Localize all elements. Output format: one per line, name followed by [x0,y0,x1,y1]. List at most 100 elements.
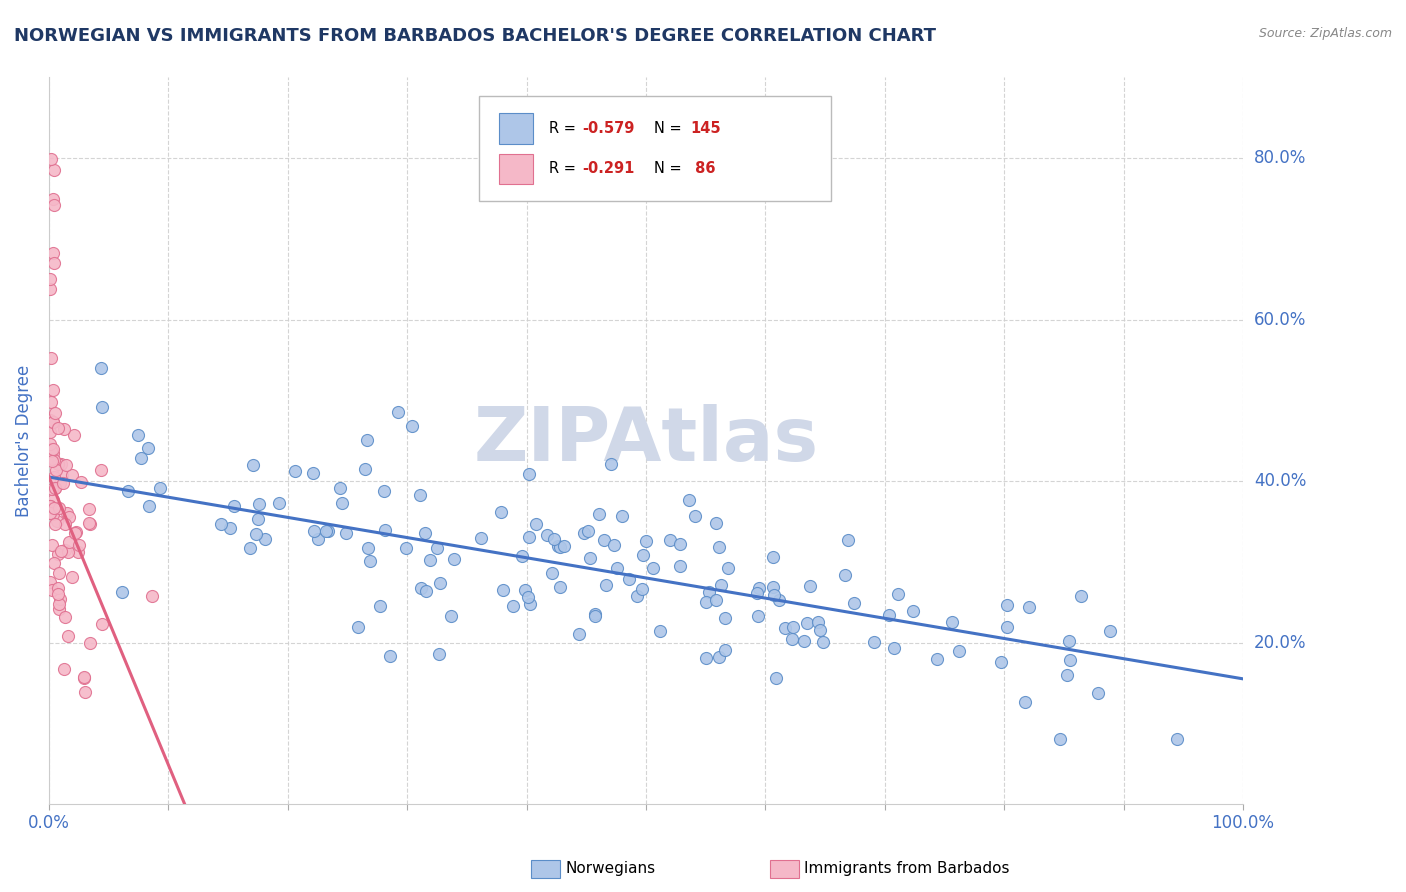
Text: Immigrants from Barbados: Immigrants from Barbados [804,862,1010,876]
Point [619,572,641,586]
Point [51,468,73,483]
Point [39,444,62,458]
Point [704,593,727,607]
Point [329,482,352,496]
Point [56,545,79,559]
Point [267,496,290,510]
Point [773,621,796,635]
Point [39,413,62,427]
Point [762,549,785,564]
Point [44,500,66,515]
Point [513,582,536,597]
Point [796,616,818,631]
Point [610,509,633,524]
Point [380,649,402,664]
Point [440,609,463,624]
Point [129,450,152,465]
Point [747,608,769,623]
Point [697,585,720,599]
Point [42,192,65,206]
Point [408,488,430,502]
Point [332,496,354,510]
Point [415,583,437,598]
Point [370,599,392,613]
Point [44,481,66,495]
Text: -0.579: -0.579 [582,120,636,136]
Point [62,428,84,442]
Point [58,509,80,524]
Point [374,523,396,537]
Point [359,554,381,568]
Point [149,481,172,495]
Point [1087,686,1109,700]
Point [44,163,66,178]
Point [643,561,665,575]
Point [39,506,62,520]
Point [249,498,271,512]
Point [49,476,72,491]
Point [46,514,69,528]
Point [807,615,830,630]
Point [45,463,67,477]
FancyBboxPatch shape [499,153,533,185]
Point [599,457,621,471]
Point [1166,732,1188,747]
Point [39,272,62,286]
Point [765,672,787,686]
Point [941,615,963,630]
Point [127,428,149,442]
Point [626,589,648,603]
Point [707,540,730,554]
Point [631,582,654,596]
Point [634,534,657,549]
Point [53,609,76,624]
Point [588,507,610,521]
Point [67,537,90,551]
Point [49,544,72,558]
Point [48,597,70,611]
Point [73,671,96,685]
Point [547,539,569,553]
Point [578,550,600,565]
Text: 60.0%: 60.0% [1254,310,1306,328]
Point [222,499,245,513]
Point [44,256,66,270]
Point [91,616,114,631]
Point [1098,624,1121,639]
Point [52,662,75,676]
Text: N =: N = [654,120,686,136]
Point [808,623,831,637]
Point [782,620,804,634]
Point [903,604,925,618]
Point [714,643,737,657]
Point [536,528,558,542]
Point [748,581,770,595]
Point [883,640,905,655]
Point [669,537,692,551]
Point [595,578,617,592]
Text: Norwegians: Norwegians [565,862,655,876]
Point [42,453,65,467]
Point [704,516,727,530]
Point [811,634,834,648]
Point [39,499,62,513]
Point [550,580,572,594]
Point [39,425,62,439]
Point [46,421,69,435]
Text: N =: N = [654,161,686,177]
Point [887,587,910,601]
Point [1049,732,1071,747]
Point [246,512,269,526]
Point [41,482,63,496]
Point [56,506,79,520]
Point [302,466,325,480]
Text: Source: ZipAtlas.com: Source: ZipAtlas.com [1258,27,1392,40]
FancyBboxPatch shape [499,113,533,144]
Point [138,499,160,513]
Point [491,582,513,597]
Point [69,475,91,490]
Text: 40.0%: 40.0% [1254,472,1306,490]
Point [780,632,803,646]
Point [41,538,63,552]
Point [548,541,571,555]
